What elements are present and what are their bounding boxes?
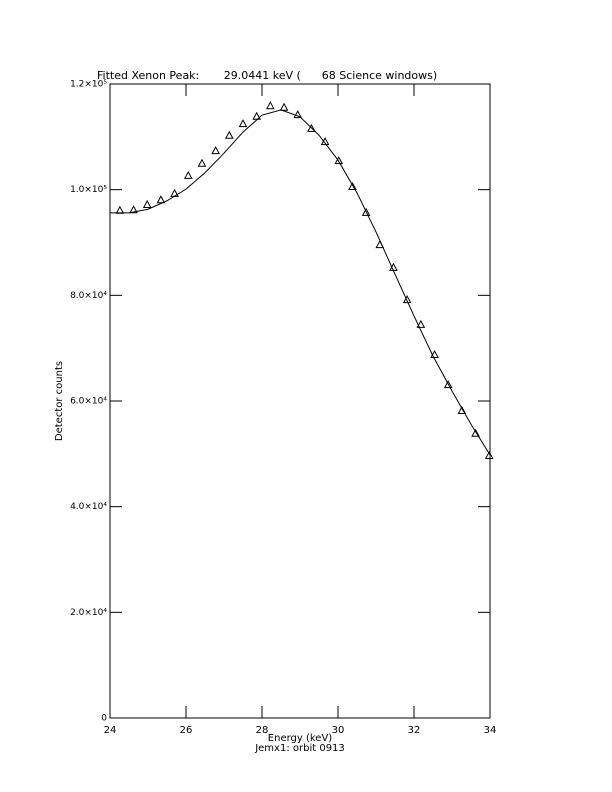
x-tick-label: 28 bbox=[256, 725, 269, 736]
data-point bbox=[115, 205, 125, 214]
data-point bbox=[430, 349, 439, 359]
data-point bbox=[402, 295, 412, 304]
data-point bbox=[443, 380, 453, 389]
y-tick-label: 2.0×10⁴ bbox=[70, 608, 107, 618]
data-point bbox=[334, 156, 344, 165]
footer: Jemx1: orbit 0913 bbox=[254, 743, 345, 754]
data-point bbox=[197, 158, 207, 167]
data-point bbox=[170, 188, 179, 197]
x-tick-label: 26 bbox=[180, 725, 193, 736]
x-tick-label: 34 bbox=[484, 725, 497, 736]
data-point bbox=[348, 181, 357, 191]
fit-line bbox=[110, 109, 491, 456]
data-point bbox=[471, 428, 480, 437]
data-point bbox=[129, 205, 138, 214]
y-tick-label: 1.0×10⁵ bbox=[70, 185, 107, 195]
chart-title: Fitted Xenon Peak: 29.0441 keV ( 68 Scie… bbox=[97, 69, 437, 82]
data-point bbox=[266, 101, 275, 110]
data-point bbox=[484, 450, 494, 459]
x-tick-label: 30 bbox=[332, 725, 345, 736]
data-point bbox=[224, 130, 234, 139]
x-axis-label: Energy (keV) bbox=[268, 733, 333, 744]
data-point bbox=[156, 195, 166, 204]
y-tick-label: 0 bbox=[101, 714, 107, 724]
data-point bbox=[457, 405, 467, 415]
data-point bbox=[361, 207, 371, 216]
plot-frame bbox=[109, 83, 491, 719]
y-axis-label: Detector counts bbox=[54, 361, 65, 441]
x-tick-label: 32 bbox=[408, 725, 421, 736]
data-point bbox=[183, 170, 193, 179]
data-point bbox=[279, 102, 289, 111]
y-tick-label: 8.0×10⁴ bbox=[70, 291, 107, 301]
y-tick-label: 1.2×10⁵ bbox=[70, 80, 107, 90]
x-tick-label: 24 bbox=[104, 725, 117, 736]
data-point bbox=[211, 146, 220, 155]
data-point bbox=[416, 319, 426, 328]
y-tick-label: 4.0×10⁴ bbox=[70, 502, 107, 512]
data-point bbox=[142, 199, 152, 208]
data-point bbox=[307, 123, 316, 132]
data-point bbox=[238, 119, 248, 128]
data-point bbox=[293, 110, 303, 119]
y-tick-label: 6.0×10⁴ bbox=[70, 397, 107, 407]
